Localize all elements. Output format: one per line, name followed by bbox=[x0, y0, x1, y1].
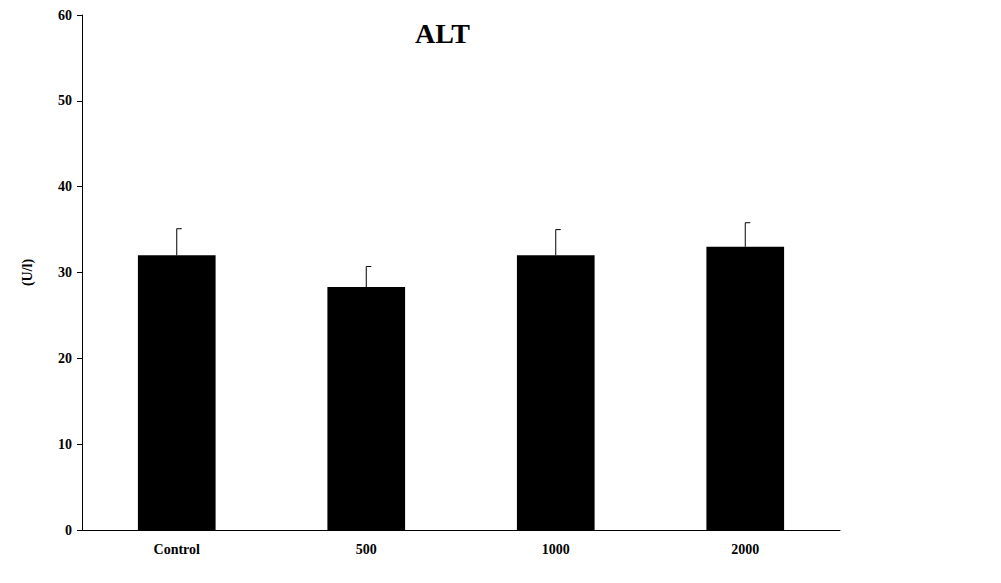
svg-text:40: 40 bbox=[58, 179, 72, 194]
svg-text:0: 0 bbox=[65, 523, 72, 538]
svg-text:Control: Control bbox=[154, 542, 201, 557]
svg-text:20: 20 bbox=[58, 351, 72, 366]
svg-text:2000: 2000 bbox=[731, 542, 759, 557]
svg-text:10: 10 bbox=[58, 437, 72, 452]
svg-text:50: 50 bbox=[58, 93, 72, 108]
svg-text:30: 30 bbox=[58, 265, 72, 280]
svg-text:60: 60 bbox=[58, 8, 72, 23]
svg-text:500: 500 bbox=[356, 542, 377, 557]
svg-text:1000: 1000 bbox=[542, 542, 570, 557]
svg-text:ALT: ALT bbox=[415, 18, 470, 49]
svg-text:(U/l): (U/l) bbox=[20, 259, 36, 287]
